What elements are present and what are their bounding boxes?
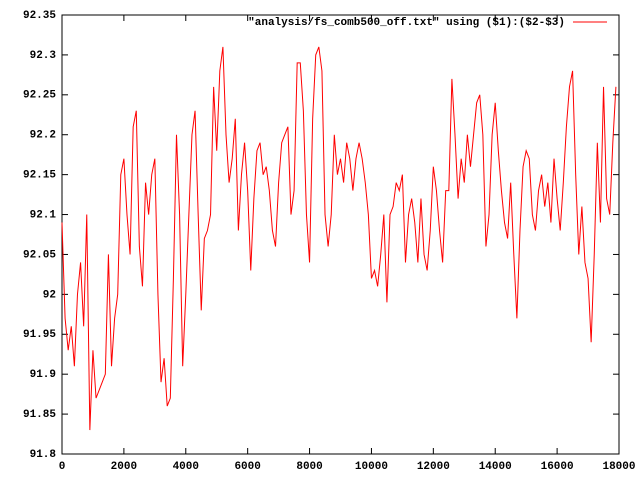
y-tick-label: 92.15	[23, 170, 56, 182]
x-tick-label: 4000	[173, 461, 199, 473]
plot-frame	[61, 14, 620, 455]
x-tick-label: 10000	[355, 461, 388, 473]
legend-label: "analysis/fs_comb500_off.txt" using ($1)…	[248, 17, 565, 29]
y-tick-label: 91.85	[23, 409, 56, 421]
x-tick-label: 6000	[234, 461, 260, 473]
x-tick-label: 12000	[417, 461, 450, 473]
y-tick-label: 92.05	[23, 249, 56, 261]
y-tick-label: 92.25	[23, 90, 56, 102]
x-tick-label: 2000	[111, 461, 137, 473]
y-tick-label: 91.8	[30, 449, 57, 461]
y-tick-label: 91.9	[30, 369, 56, 381]
data-line	[61, 46, 617, 431]
y-tick-label: 92	[43, 289, 56, 301]
x-tick-label: 0	[59, 461, 66, 473]
x-tick-label: 14000	[479, 461, 512, 473]
x-tick-label: 18000	[602, 461, 635, 473]
y-tick-label: 92.1	[30, 209, 57, 221]
y-tick-label: 91.95	[23, 329, 56, 341]
y-tick-label: 92.35	[23, 10, 56, 22]
y-tick-label: 92.2	[30, 130, 56, 142]
y-tick-label: 92.3	[30, 50, 57, 62]
x-tick-label: 16000	[541, 461, 574, 473]
x-tick-label: 8000	[296, 461, 322, 473]
